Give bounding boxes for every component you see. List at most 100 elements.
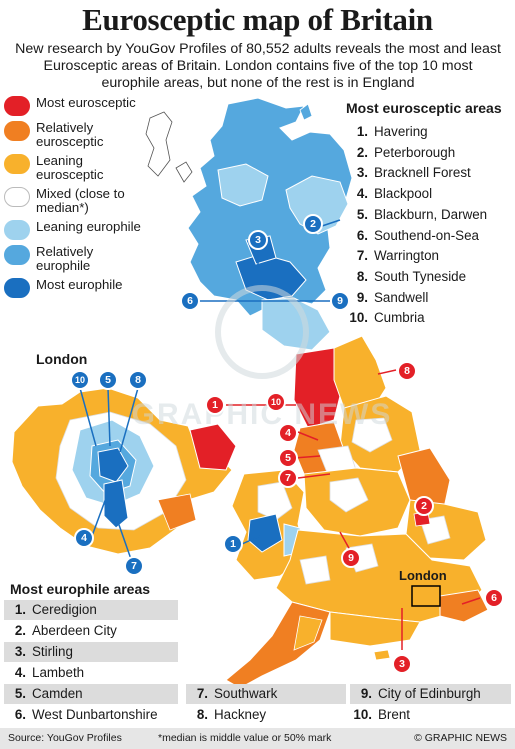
area-name: Havering: [374, 124, 428, 139]
list-item: 10. Cumbria: [346, 308, 511, 329]
rank-number: 10.: [353, 707, 372, 722]
marker-sceptic-6: 6: [484, 588, 504, 608]
area-name: Bracknell Forest: [374, 165, 471, 181]
marker-sceptic-7: 7: [278, 468, 298, 488]
marker-europhile-5: 5: [98, 370, 118, 390]
legend-swatch: [4, 154, 30, 174]
legend-swatch: [4, 121, 30, 141]
london-inset-dark: [97, 447, 129, 483]
legend-swatch: [4, 278, 30, 298]
rank-number: 7.: [196, 686, 208, 701]
legend-label: Mixed (close to median*): [36, 186, 125, 215]
table-row: 1. Ceredigion: [4, 600, 178, 620]
western-isles-small: [175, 161, 193, 183]
legend-item: Leaning europhile: [4, 220, 174, 240]
credit: © GRAPHIC NEWS: [414, 732, 507, 744]
list-item: 5. Blackburn, Darwen: [346, 205, 511, 226]
list-item: 1. Havering: [346, 122, 511, 143]
area-name: Hackney: [214, 707, 267, 722]
footer: Source: YouGov Profiles *median is middl…: [0, 728, 515, 749]
marker-europhile-10: 10: [70, 370, 90, 390]
marker-europhile-7: 7: [124, 556, 144, 576]
legend-label: Leaning europhile: [36, 219, 141, 234]
rank-number: 3.: [356, 165, 368, 181]
list-item: 6. Southend-on-Sea: [346, 226, 511, 247]
rank-number: 1.: [14, 602, 26, 617]
lincolnshire-region: [397, 447, 451, 509]
shetland-isles: [299, 103, 313, 121]
marker-sceptic-8: 8: [397, 361, 417, 381]
area-name: Sandwell: [374, 289, 429, 305]
table-row: 8. Hackney: [186, 705, 346, 725]
list-item: 3. Bracknell Forest: [346, 163, 511, 184]
table-row: 2. Aberdeen City: [4, 621, 178, 641]
legend-item: Leaning eurosceptic: [4, 154, 174, 182]
marker-europhile-1: 1: [223, 534, 243, 554]
legend-swatch: [4, 96, 30, 116]
marker-sceptic-2: 2: [414, 496, 434, 516]
marker-sceptic-10: 10: [266, 392, 286, 412]
table-row: 10. Brent: [350, 705, 511, 725]
marker-sceptic-9: 9: [341, 548, 361, 568]
marker-europhile-2: 2: [303, 214, 323, 234]
area-name: Cumbria: [374, 310, 425, 326]
highland-light: [217, 163, 269, 207]
list-item: 9. Sandwell: [346, 288, 511, 309]
marker-sceptic-5: 5: [278, 448, 298, 468]
rank-number: 8.: [356, 268, 368, 284]
rank-number: 7.: [356, 248, 368, 264]
table-row: 9. City of Edinburgh: [350, 684, 511, 704]
area-name: South Tyneside: [374, 268, 467, 284]
rank-number: 8.: [196, 707, 208, 722]
rank-number: 4.: [14, 665, 26, 680]
legend-swatch: [4, 187, 30, 207]
midlands-white: [329, 477, 369, 513]
area-name: Lambeth: [32, 665, 85, 680]
rank-number: 2.: [356, 144, 368, 160]
legend-label: Relatively europhile: [36, 244, 94, 273]
rank-number: 5.: [14, 686, 26, 701]
area-name: Blackburn, Darwen: [374, 206, 488, 222]
outer-hebrides: [145, 111, 173, 177]
table-row: 7. Southwark: [186, 684, 346, 704]
london-inset-dark-south: [103, 479, 129, 529]
london-inset-label: London: [36, 351, 88, 367]
london-box-label: London: [399, 568, 447, 583]
list-item: 2. Peterborough: [346, 143, 511, 164]
bristol-white: [299, 555, 331, 585]
area-name: City of Edinburgh: [378, 686, 481, 701]
south-coast-region: [329, 611, 421, 647]
rank-number: 6.: [356, 227, 368, 243]
list-item: 8. South Tyneside: [346, 267, 511, 288]
rank-number: 1.: [356, 124, 368, 139]
area-name: Southend-on-Sea: [374, 227, 479, 243]
marker-sceptic-3: 3: [392, 654, 412, 674]
legend-swatch: [4, 245, 30, 265]
rank-number: 9.: [360, 686, 372, 701]
area-name: Camden: [32, 686, 83, 701]
table-row: 5. Camden: [4, 684, 178, 704]
london-inset-orange: [157, 493, 197, 531]
area-name: Blackpool: [374, 186, 433, 202]
watermark-circle: [215, 285, 309, 379]
most-eurosceptic-panel: Most eurosceptic areas 1. Havering 2. Pete…: [346, 100, 511, 329]
list-item: 4. Blackpool: [346, 184, 511, 205]
table-row: 3. Stirling: [4, 642, 178, 662]
area-name: West Dunbartonshire: [32, 707, 158, 722]
area-name: Aberdeen City: [32, 623, 117, 638]
area-name: Stirling: [32, 644, 73, 659]
marker-europhile-8: 8: [128, 370, 148, 390]
legend-label: Relatively eurosceptic: [36, 120, 104, 149]
rank-number: 3.: [14, 644, 26, 659]
legend-item: Relatively eurosceptic: [4, 121, 174, 149]
yorkshire-white: [351, 417, 393, 453]
marker-europhile-3: 3: [248, 230, 268, 250]
marker-europhile-9: 9: [330, 291, 350, 311]
map-legend: Most eurosceptic Relatively eurosceptic …: [4, 96, 174, 303]
rank-number: 5.: [356, 206, 368, 222]
legend-item: Most eurosceptic: [4, 96, 174, 116]
list-item: 7. Warrington: [346, 246, 511, 267]
rank-number: 9.: [356, 289, 368, 305]
rank-number: 2.: [14, 623, 26, 638]
legend-label: Most eurosceptic: [36, 95, 136, 110]
